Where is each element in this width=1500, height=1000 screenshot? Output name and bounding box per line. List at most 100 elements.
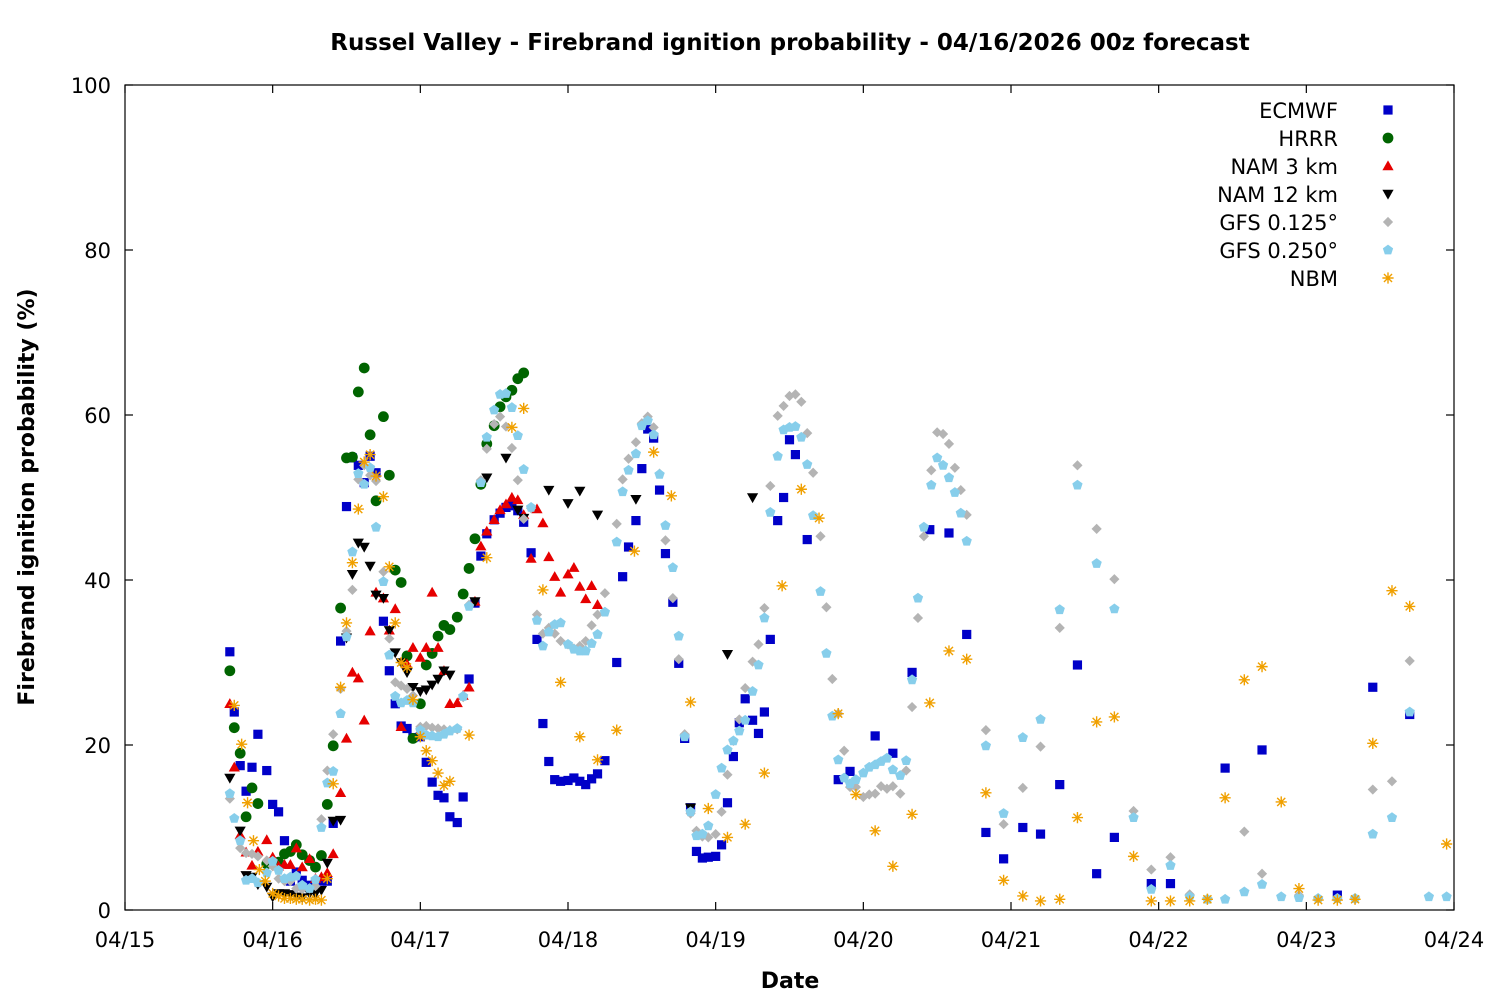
data-point [808,467,819,478]
data-point [784,390,795,402]
data-point [415,724,426,735]
data-point [839,772,850,783]
data-point [290,842,302,853]
data-point [402,723,412,734]
data-point [383,626,395,636]
data-point [235,835,246,846]
data-point [518,367,530,379]
data-point [833,754,844,765]
data-point [710,829,721,840]
data-point [753,728,764,739]
data-point [1108,711,1120,723]
data-point [722,798,733,808]
data-point [813,512,825,524]
data-point [998,819,1009,830]
data-point [377,593,390,604]
data-point [574,731,586,743]
data-point [1055,780,1065,790]
data-point [591,754,604,766]
data-point [563,775,573,786]
legend-label: ECMWF [1259,99,1338,123]
data-point [512,430,523,440]
data-point [580,635,591,647]
data-point [327,778,339,790]
data-point [1331,894,1343,906]
data-point [617,474,628,485]
data-point [795,483,807,495]
data-point [562,499,574,509]
y-tick-label: 40 [84,569,111,593]
data-point [697,828,708,839]
data-point [252,851,263,862]
data-point [235,843,246,854]
data-point [660,535,671,546]
series-hrrr [224,362,530,873]
data-point [315,886,327,896]
data-point [772,410,783,421]
data-point [660,549,671,559]
data-point [303,894,316,906]
data-point [592,609,603,620]
data-point [784,435,795,445]
data-point [796,396,807,407]
data-point [525,502,537,512]
data-point [328,766,339,776]
data-point [481,525,493,536]
data-point [949,487,961,497]
y-tick-label: 0 [98,899,111,923]
data-point [537,584,549,596]
x-tick-label: 04/23 [1276,928,1337,952]
y-tick-label: 60 [84,404,111,428]
data-point [1404,706,1415,717]
data-point [364,561,376,572]
data-point [932,452,943,463]
legend-label: GFS 0.125° [1219,211,1338,235]
data-point [346,570,359,580]
data-point [845,766,855,776]
data-point [1035,714,1046,724]
data-point [802,459,813,469]
data-point [555,586,567,597]
data-point [1293,892,1305,902]
data-point [924,697,936,709]
data-point [702,802,714,815]
data-point [747,656,758,667]
data-point [1165,852,1176,863]
data-point [544,756,554,767]
data-point [420,659,432,671]
x-tick-label: 04/21 [981,928,1042,952]
data-point [420,745,432,757]
data-point [575,776,585,786]
data-point [420,685,432,696]
data-point [327,816,339,827]
data-point [315,894,327,906]
data-point [240,811,252,823]
data-point [850,788,862,801]
data-point [1035,829,1046,839]
data-point [463,681,475,692]
data-point [1276,891,1287,902]
data-point [500,498,512,509]
data-point [591,599,604,609]
data-point [721,650,734,660]
data-point [352,386,364,398]
data-point [253,863,265,876]
data-point [272,890,285,902]
data-point [1128,812,1139,822]
x-tick-label: 04/18 [538,928,599,952]
data-point [673,630,684,641]
data-point [475,477,487,488]
data-point [734,714,745,725]
data-point [918,521,930,532]
legend-marker [1382,244,1394,255]
data-point [1165,860,1176,870]
data-point [506,442,517,454]
data-point [1368,682,1378,692]
data-point [432,642,444,652]
legend-label: GFS 0.250° [1219,239,1338,263]
data-point [1386,585,1398,597]
data-point [765,480,776,492]
data-point [1128,805,1139,817]
data-point [906,808,918,820]
data-point [439,793,449,803]
